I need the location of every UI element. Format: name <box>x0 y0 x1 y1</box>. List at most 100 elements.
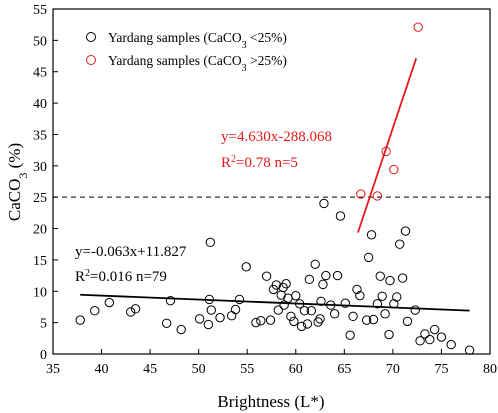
data-point-black <box>205 237 216 248</box>
data-point-black <box>302 319 313 329</box>
data-point-black <box>104 297 115 308</box>
x-tick-label: 70 <box>386 362 400 377</box>
data-point-black <box>352 284 362 295</box>
data-point-black <box>355 290 365 301</box>
data-point-black <box>271 280 282 290</box>
legend-label-red: Yardang samples (CaCO3 >25%) <box>108 53 287 74</box>
x-tick-label: 60 <box>289 362 303 377</box>
data-point-black <box>251 317 261 328</box>
data-point-black <box>296 321 307 332</box>
data-point-black <box>306 306 317 316</box>
red-fit-stats: R2=0.78 n=5 <box>221 154 298 172</box>
data-point-black <box>377 291 387 301</box>
data-point-black <box>299 306 310 316</box>
data-point-black <box>361 315 372 325</box>
data-point-black <box>273 305 283 315</box>
data-point-black <box>75 315 85 325</box>
legend-item-black-series: Yardang samples (CaCO3 <25%) <box>86 30 287 51</box>
data-point-black <box>281 279 291 289</box>
y-tick-label: 40 <box>33 97 47 112</box>
data-point-black <box>310 259 320 269</box>
x-tick-label: 35 <box>46 362 60 377</box>
data-point-black <box>392 292 402 302</box>
data-point-black <box>375 271 385 281</box>
data-point-black <box>368 314 379 325</box>
data-point-black <box>226 311 237 321</box>
data-point-black <box>130 304 141 314</box>
data-point-black <box>394 239 405 249</box>
data-point-black <box>203 319 214 330</box>
data-point-black <box>304 274 315 285</box>
data-point-black <box>384 329 394 340</box>
fit-line-black <box>80 293 470 312</box>
data-point-black <box>319 198 329 209</box>
black-fit-r-value: =0.016 n=79 <box>90 269 167 285</box>
data-point-black <box>265 315 276 325</box>
x-tick-label: 65 <box>337 362 351 377</box>
x-tick-label: 45 <box>143 362 157 377</box>
data-point-black <box>318 279 328 290</box>
data-point-black <box>283 293 293 303</box>
y-tick-label: 35 <box>33 128 47 143</box>
y-axis-ticks: 0 5 10 15 20 25 30 35 40 45 50 55 <box>33 3 58 363</box>
fit-line-red <box>357 57 418 233</box>
data-point-black <box>291 290 301 301</box>
y-tick-label: 50 <box>33 34 47 49</box>
data-point-black <box>261 271 272 281</box>
x-tick-label: 55 <box>240 362 254 377</box>
plot-frame <box>52 8 491 355</box>
fit-line-layer <box>80 57 470 312</box>
y-tick-label: 15 <box>33 254 47 269</box>
data-point-black <box>279 300 289 310</box>
data-point-red <box>389 164 399 175</box>
data-point-black <box>345 330 355 340</box>
x-axis-title: Brightness (L*) <box>217 392 324 411</box>
data-point-red <box>381 146 391 157</box>
data-point-black <box>372 299 383 309</box>
data-point-black <box>366 230 377 240</box>
data-point-black <box>194 314 205 324</box>
y-axis-title: CaCO3 (%) <box>5 143 30 221</box>
data-point-black <box>176 324 186 335</box>
legend-marker-black <box>86 32 96 42</box>
y-axis-title-unit: (%) <box>5 143 24 173</box>
black-fit-annotation: y=-0.063x+11.827 R2=0.016 n=79 <box>75 244 187 285</box>
x-tick-label: 80 <box>483 362 497 377</box>
data-points-layer <box>75 22 475 355</box>
data-point-black <box>125 307 136 317</box>
x-axis-ticks: 35 40 45 50 55 60 65 70 75 80 <box>46 349 497 377</box>
legend-label-red-prefix: Yardang samples (CaCO <box>108 53 242 68</box>
data-point-black <box>90 306 100 316</box>
data-point-black <box>204 294 215 305</box>
data-point-black <box>335 211 346 221</box>
data-point-black <box>230 304 241 315</box>
y-tick-label: 30 <box>33 160 47 175</box>
data-point-black <box>380 309 390 319</box>
y-tick-label: 25 <box>33 191 47 206</box>
data-point-black <box>332 270 343 281</box>
data-point-black <box>313 317 323 327</box>
data-point-black <box>402 316 413 327</box>
y-tick-label: 10 <box>33 285 47 300</box>
data-point-black <box>315 314 325 324</box>
data-point-black <box>340 298 351 308</box>
data-point-black <box>429 324 440 335</box>
red-fit-r-sup: 2 <box>231 154 236 165</box>
y-tick-label: 55 <box>33 3 47 18</box>
x-tick-label: 40 <box>95 362 109 377</box>
data-point-red <box>413 22 423 32</box>
black-fit-r: R <box>75 269 85 285</box>
black-fit-equation: y=-0.063x+11.827 <box>75 244 187 260</box>
legend-label-black-prefix: Yardang samples (CaCO <box>108 30 242 45</box>
data-point-black <box>385 275 395 286</box>
legend: Yardang samples (CaCO3 <25%) Yardang sam… <box>86 30 287 74</box>
data-point-black <box>234 294 245 305</box>
legend-item-red-series: Yardang samples (CaCO3 >25%) <box>86 53 287 74</box>
y-tick-label: 45 <box>33 66 47 81</box>
data-point-black <box>410 305 420 315</box>
data-point-black <box>294 299 305 309</box>
red-fit-equation: y=4.630x-288.068 <box>221 129 332 145</box>
data-point-black <box>215 312 225 323</box>
data-point-black <box>161 318 172 328</box>
